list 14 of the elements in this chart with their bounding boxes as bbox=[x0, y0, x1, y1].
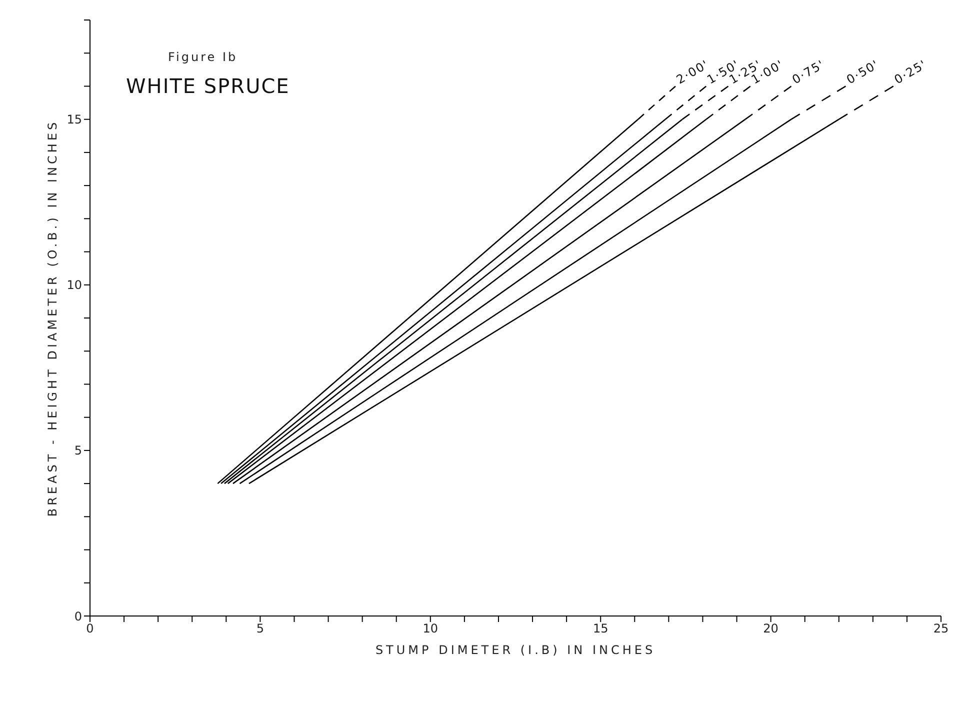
y-tick-label: 5 bbox=[74, 444, 82, 458]
x-tick-label: 15 bbox=[592, 622, 608, 636]
x-tick-label: 20 bbox=[763, 622, 778, 636]
x-tick-label: 10 bbox=[422, 622, 438, 636]
text: Figure Ib bbox=[168, 50, 238, 64]
x-tick-label: 25 bbox=[933, 622, 949, 636]
x-tick-label: 5 bbox=[256, 622, 264, 636]
y-tick-label: 0 bbox=[74, 609, 82, 624]
y-tick-label: 15 bbox=[66, 112, 82, 127]
x-tick-label: 0 bbox=[86, 622, 94, 636]
text: WHITE SPRUCE bbox=[126, 74, 290, 98]
y-axis-title: BREAST - HEIGHT DIAMETER (O.B.) IN INCHES bbox=[45, 119, 60, 517]
x-axis-title: STUMP DIMETER (I.B) IN INCHES bbox=[375, 643, 656, 657]
y-tick-label: 10 bbox=[66, 278, 82, 292]
